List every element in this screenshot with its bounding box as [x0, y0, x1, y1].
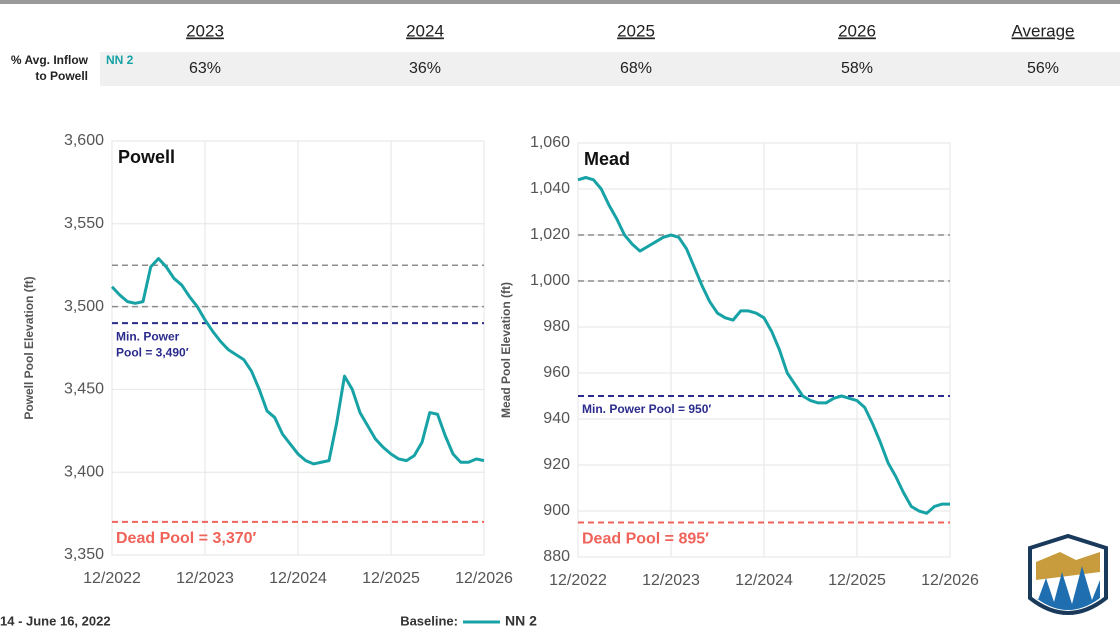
column-header: Average [1011, 21, 1074, 40]
x-tick-label: 12/2025 [828, 572, 886, 589]
y-tick-label: 3,450 [64, 381, 104, 398]
y-axis-label: Mead Pool Elevation (ft) [499, 282, 513, 418]
table-cell: 68% [620, 60, 652, 77]
y-tick-label: 3,600 [64, 132, 104, 149]
reference-label: Dead Pool = 895′ [582, 531, 709, 548]
top-bar [0, 0, 1120, 4]
x-tick-label: 12/2023 [642, 572, 700, 589]
table-cell: 58% [841, 60, 873, 77]
column-header: 2024 [406, 21, 444, 40]
table-row-band [100, 52, 1120, 86]
footer: 14 - June 16, 2022 [0, 613, 111, 628]
row-label: to Powell [35, 69, 88, 83]
series-line [577, 176, 950, 515]
reference-label: Min. Power Pool = 950′ [582, 402, 711, 416]
y-tick-label: 3,500 [64, 298, 104, 315]
legend-label: NN 2 [505, 613, 537, 629]
reference-label: Min. Power [116, 329, 180, 343]
y-tick-label: 980 [543, 318, 570, 335]
chart-title: Mead [584, 149, 630, 169]
legend-title: Baseline: [400, 613, 458, 628]
logo [1028, 533, 1108, 615]
x-tick-label: 12/2024 [269, 570, 327, 587]
x-tick-label: 12/2023 [176, 570, 234, 587]
table-cell: 36% [409, 60, 441, 77]
y-tick-label: 1,040 [530, 180, 570, 197]
table-cell: 63% [189, 60, 221, 77]
x-tick-label: 12/2025 [362, 570, 420, 587]
x-tick-label: 12/2022 [549, 572, 607, 589]
column-header: 2026 [838, 21, 876, 40]
x-tick-label: 12/2026 [455, 570, 513, 587]
x-tick-label: 12/2026 [921, 572, 979, 589]
reference-label: Pool = 3,490′ [116, 345, 189, 359]
y-tick-label: 3,550 [64, 215, 104, 232]
y-tick-label: 940 [543, 410, 570, 427]
row-series: NN 2 [106, 53, 134, 67]
chart-title: Powell [118, 147, 175, 167]
y-tick-label: 3,350 [64, 546, 104, 563]
reference-label: Dead Pool = 3,370′ [116, 530, 257, 547]
x-tick-label: 12/2024 [735, 572, 793, 589]
y-tick-label: 1,000 [530, 272, 570, 289]
y-tick-label: 3,400 [64, 463, 104, 480]
y-tick-label: 1,060 [530, 134, 570, 151]
column-header: 2023 [186, 21, 224, 40]
series-line [110, 257, 485, 466]
y-tick-label: 960 [543, 364, 570, 381]
y-tick-label: 900 [543, 502, 570, 519]
y-tick-label: 1,020 [530, 226, 570, 243]
y-tick-label: 880 [543, 548, 570, 565]
table-cell: 56% [1027, 60, 1059, 77]
y-tick-label: 920 [543, 456, 570, 473]
y-axis-label: Powell Pool Elevation (ft) [22, 276, 36, 419]
column-header: 2025 [617, 21, 655, 40]
row-label: % Avg. Inflow [11, 53, 89, 67]
x-tick-label: 12/2022 [83, 570, 141, 587]
